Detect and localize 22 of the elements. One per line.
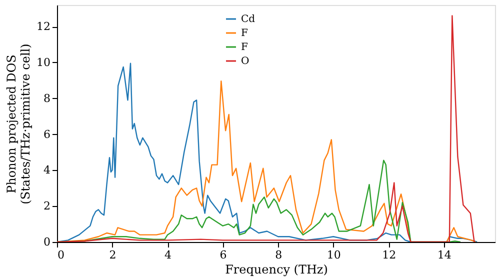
- x-tick-label: 4: [164, 248, 172, 262]
- y-tick-label: 0: [44, 236, 50, 248]
- x-tick-label: 10: [326, 248, 341, 262]
- y-tick-label: 12: [36, 20, 50, 34]
- legend-label: F: [241, 28, 248, 39]
- x-tick-label: 12: [382, 248, 396, 262]
- y-axis-title: Phonon projected DOS (States/THz·primitive cell): [4, 44, 33, 204]
- x-tick-label: 6: [220, 248, 227, 262]
- y-tick-label: 10: [36, 56, 50, 69]
- y-tick-label: 8: [44, 92, 50, 105]
- line-series: [57, 15, 475, 242]
- y-tick-label: 4: [44, 164, 50, 177]
- legend-label: O: [241, 56, 250, 67]
- legend-label: Cd: [241, 14, 256, 25]
- y-tick-label: 6: [44, 128, 50, 141]
- x-tick-label: 8: [275, 248, 282, 262]
- x-tick-label: 14: [437, 248, 452, 262]
- x-tick-label: 2: [109, 248, 116, 262]
- legend-label: F: [241, 42, 248, 53]
- x-tick-label: 0: [58, 248, 64, 262]
- x-axis-title: Frequency (THz): [225, 262, 328, 276]
- y-tick-label: 2: [44, 200, 50, 213]
